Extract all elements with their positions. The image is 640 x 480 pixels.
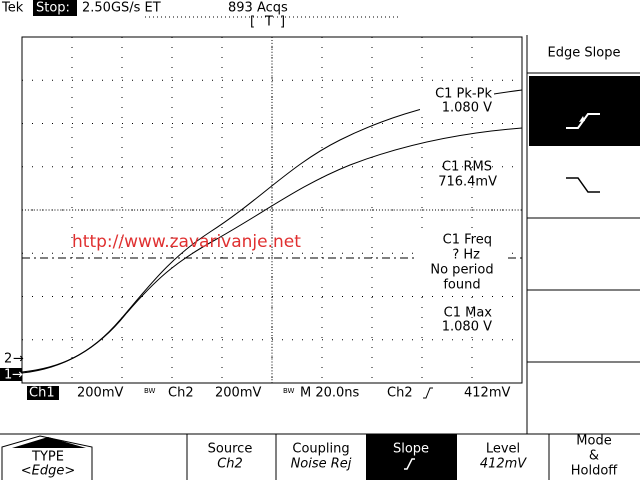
- tab: [1, 435, 93, 480]
- ch1-marker: 1: [4, 368, 12, 383]
- trigger-pos-bracket: [: [250, 15, 255, 30]
- measure-value: ? Hz: [452, 248, 480, 263]
- watermark: http://www.zavarivanje.net: [72, 232, 301, 252]
- trigger-position: T: [264, 15, 273, 30]
- measure-bg: [420, 86, 494, 116]
- measure-label: C1 Max: [444, 306, 493, 321]
- ch1-scale: 200mV: [77, 386, 123, 401]
- ch1: Ch1: [29, 386, 55, 401]
- falling-option[interactable]: [529, 148, 640, 218]
- ch1-marker-bg: [0, 368, 22, 381]
- timebase: M 20.0ns: [300, 386, 360, 401]
- slope-icon: [404, 458, 415, 470]
- arrow: →: [13, 352, 24, 367]
- menu-label[interactable]: Mode: [576, 434, 611, 449]
- arrow: [579, 116, 585, 122]
- ch1-badge: [27, 386, 59, 400]
- slope-button[interactable]: [366, 434, 457, 480]
- trigger-source: Ch2: [387, 386, 413, 401]
- measure-value: 1.080 V: [442, 320, 492, 335]
- ch2-scale: 200mV: [215, 386, 261, 401]
- rising-option[interactable]: [529, 76, 640, 146]
- sample-rate: 2.50GS/s ET: [82, 1, 161, 16]
- menu-label[interactable]: Level: [486, 442, 520, 457]
- side-menu-title: Edge Slope: [548, 46, 621, 61]
- state-badge: [33, 0, 77, 16]
- trace-ch2: [21, 127, 523, 374]
- menu-label[interactable]: &: [589, 449, 599, 464]
- trigger-pos-bracket: ]: [280, 15, 285, 30]
- state: Stop:: [36, 1, 70, 16]
- menu-label[interactable]: Holdoff: [571, 464, 619, 479]
- graticule-border: [21, 36, 523, 384]
- menu-value[interactable]: 412mV: [480, 457, 527, 472]
- acquisitions: 893 Acqs: [228, 1, 288, 16]
- trigger-level: 412mV: [464, 386, 510, 401]
- menu-value: <Edge>: [21, 464, 76, 479]
- menu-label: TYPE: [31, 450, 64, 465]
- measure-label: C1 Freq: [443, 233, 492, 248]
- measure-label: C1 RMS: [442, 160, 492, 175]
- brand: Tek: [1, 1, 24, 16]
- graticule: [22, 37, 522, 383]
- measure-value: 716.4mV: [438, 175, 497, 190]
- menu-value[interactable]: Noise Rej: [291, 457, 352, 472]
- bw-icon: BW: [144, 387, 156, 395]
- arrow: →: [12, 368, 23, 383]
- type-button[interactable]: TYPE <Edge>: [1, 435, 93, 480]
- measure-message: No period: [430, 263, 493, 278]
- measure-value: 1.080 V: [442, 101, 492, 116]
- menu-value[interactable]: Ch2: [217, 457, 243, 472]
- ch2: Ch2: [168, 386, 194, 401]
- measure-bg: [418, 232, 508, 292]
- menu-label: Slope: [393, 442, 429, 457]
- bw-icon: BW: [283, 387, 295, 395]
- measure-message: found: [443, 278, 480, 293]
- falling-icon: [566, 177, 600, 193]
- tab-top: [12, 437, 86, 448]
- measure-label: C1 Pk-Pk: [435, 87, 492, 102]
- menu-label[interactable]: Coupling: [292, 442, 349, 457]
- ch2-marker: 2: [4, 352, 12, 367]
- menu-label[interactable]: Source: [208, 442, 253, 457]
- slope-icon: [423, 387, 433, 399]
